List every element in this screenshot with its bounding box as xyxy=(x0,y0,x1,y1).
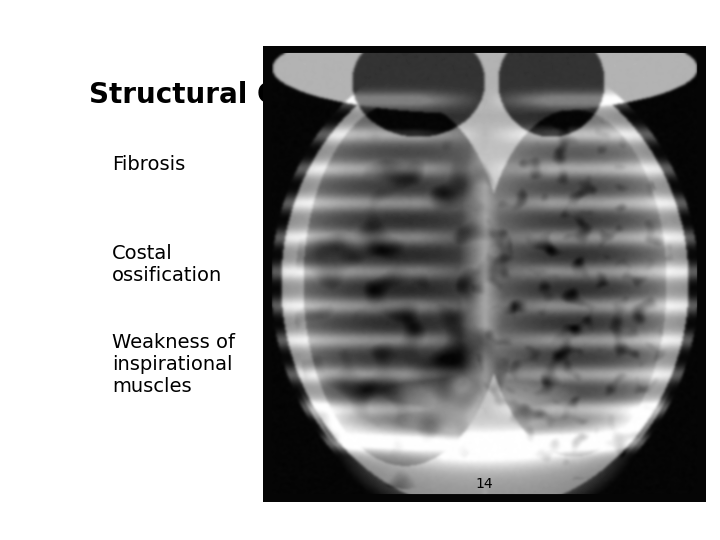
Text: Fibrosis: Fibrosis xyxy=(112,155,186,174)
Text: Costal
ossification: Costal ossification xyxy=(112,244,222,285)
Text: Weakness of
inspirational
muscles: Weakness of inspirational muscles xyxy=(112,333,235,396)
Text: 14: 14 xyxy=(475,477,493,491)
Text: Structural Changes and Compliance: Structural Changes and Compliance xyxy=(89,82,649,110)
